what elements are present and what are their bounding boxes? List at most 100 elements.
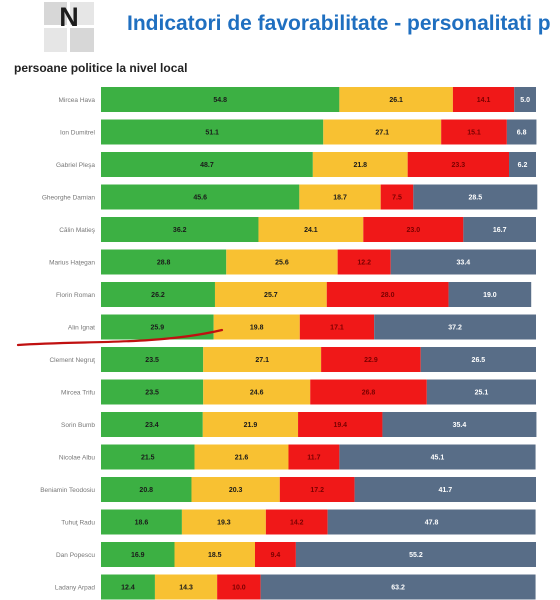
bar-segment	[174, 542, 255, 567]
chart-title: Indicatori de favorabilitate - personali…	[127, 12, 551, 35]
category-label: Gabriel Pleşa	[56, 162, 95, 169]
data-label: 11.7	[307, 455, 320, 462]
bar-segment	[226, 249, 338, 275]
category-label: Dan Popescu	[56, 552, 95, 559]
bar-segment	[441, 119, 507, 145]
category-label: Ion Dumitrel	[60, 130, 96, 137]
data-label: 21.6	[235, 455, 249, 462]
data-label: 51.1	[205, 130, 219, 137]
category-label: Nicolae Albu	[59, 455, 96, 462]
bar-segment	[509, 152, 536, 177]
data-label: 14.2	[290, 520, 304, 527]
data-label: 55.2	[409, 552, 423, 559]
data-label: 21.5	[141, 455, 155, 462]
data-label: 45.1	[431, 455, 445, 462]
category-label: Tuhuţ Radu	[61, 520, 95, 527]
bar-segment	[407, 152, 510, 177]
category-label: Marius Haţegan	[49, 260, 95, 267]
data-label: 21.9	[244, 422, 258, 429]
bar-segment	[191, 477, 280, 502]
data-label: 26.5	[472, 357, 486, 364]
data-label: 21.8	[353, 162, 367, 169]
bar-segment	[101, 249, 227, 275]
data-label: 25.7	[264, 292, 278, 299]
bar-segment	[101, 444, 195, 470]
data-label: 26.2	[151, 292, 165, 299]
data-label: 18.7	[333, 195, 347, 202]
category-label: Ladany Arpad	[55, 585, 96, 592]
data-label: 63.2	[391, 585, 405, 592]
data-label: 25.1	[475, 390, 489, 397]
bar-segment	[101, 347, 204, 372]
data-label: 28.8	[157, 260, 171, 267]
bar-segment	[310, 379, 427, 405]
bar-segment	[339, 444, 536, 470]
bar-segment	[299, 314, 375, 340]
bar-segment	[101, 87, 340, 112]
bar-segment	[101, 152, 313, 177]
bar-segment	[374, 314, 536, 340]
data-label: 24.1	[304, 227, 318, 234]
category-label: Beniamin Teodosiu	[40, 487, 95, 494]
bar-segment	[390, 249, 536, 275]
data-label: 41.7	[438, 487, 452, 494]
bar-segment	[463, 217, 536, 242]
bar-segment	[452, 87, 515, 112]
bar-segment	[420, 347, 536, 372]
bar-segment	[213, 314, 300, 340]
bar-segment	[339, 87, 453, 112]
data-label: 19.3	[217, 520, 231, 527]
bar-segment	[181, 509, 266, 535]
bar-segment	[154, 574, 218, 600]
data-label: 5.0	[520, 97, 530, 104]
bar-segment	[354, 477, 536, 502]
data-label: 10.0	[232, 585, 246, 592]
category-label: Sorin Bumb	[61, 422, 95, 429]
bar-segment	[326, 282, 449, 307]
data-label: 12.4	[121, 585, 135, 592]
bar-segment	[101, 119, 324, 145]
bar-segment	[101, 412, 203, 437]
logo-letter: N	[59, 2, 79, 32]
bar-segment	[448, 282, 532, 307]
bar-segment	[101, 184, 300, 210]
data-label: 16.7	[493, 227, 507, 234]
data-label: 28.5	[469, 195, 483, 202]
bar-segment	[202, 412, 299, 437]
bar-segment	[288, 444, 340, 470]
data-label: 20.3	[229, 487, 243, 494]
chart-subtitle: persoane politice la nivel local	[14, 61, 188, 75]
bar-segment	[101, 477, 192, 502]
data-label: 12.2	[357, 260, 371, 267]
bar-segment	[327, 509, 536, 535]
category-label: Mircea Hava	[59, 97, 96, 104]
bar-segment	[295, 542, 536, 567]
bar-segment	[260, 574, 536, 600]
data-label: 35.4	[453, 422, 467, 429]
hand-drawn-underline	[16, 328, 224, 347]
data-label: 28.0	[381, 292, 395, 299]
data-label: 25.6	[275, 260, 289, 267]
bar-segment	[101, 542, 175, 567]
data-label: 19.8	[250, 325, 264, 332]
data-label: 19.0	[483, 292, 497, 299]
bar-segment	[506, 119, 537, 145]
category-label: Mircea Trifu	[61, 390, 95, 397]
logo: N	[44, 2, 94, 52]
bar-segment	[413, 184, 538, 210]
data-label: 9.4	[271, 552, 281, 559]
bar-segment	[363, 217, 464, 242]
bar-segment	[194, 444, 289, 470]
category-label: Călin Matieş	[59, 227, 96, 234]
bar-segment	[382, 412, 537, 437]
bar-segment	[203, 379, 311, 405]
bar-segment	[101, 217, 259, 242]
data-label: 18.5	[208, 552, 222, 559]
data-label: 15.1	[467, 130, 481, 137]
data-label: 54.8	[213, 97, 227, 104]
category-label: Alin Ignat	[68, 325, 95, 332]
data-label: 23.5	[145, 357, 159, 364]
bar-segment	[214, 282, 327, 307]
data-label: 18.6	[135, 520, 149, 527]
